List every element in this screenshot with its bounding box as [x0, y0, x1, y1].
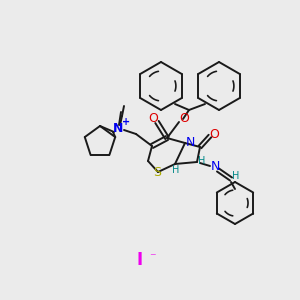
Text: S: S [153, 166, 161, 178]
Text: O: O [179, 112, 189, 125]
Text: +: + [122, 117, 130, 127]
Text: ⁻: ⁻ [149, 251, 155, 265]
Text: H: H [198, 156, 206, 166]
Text: N: N [113, 122, 123, 136]
Text: O: O [209, 128, 219, 140]
Text: H: H [232, 171, 240, 181]
Text: N: N [210, 160, 220, 173]
Text: I: I [137, 251, 143, 269]
Text: H: H [172, 165, 180, 175]
Text: O: O [148, 112, 158, 124]
Text: N: N [185, 136, 195, 148]
